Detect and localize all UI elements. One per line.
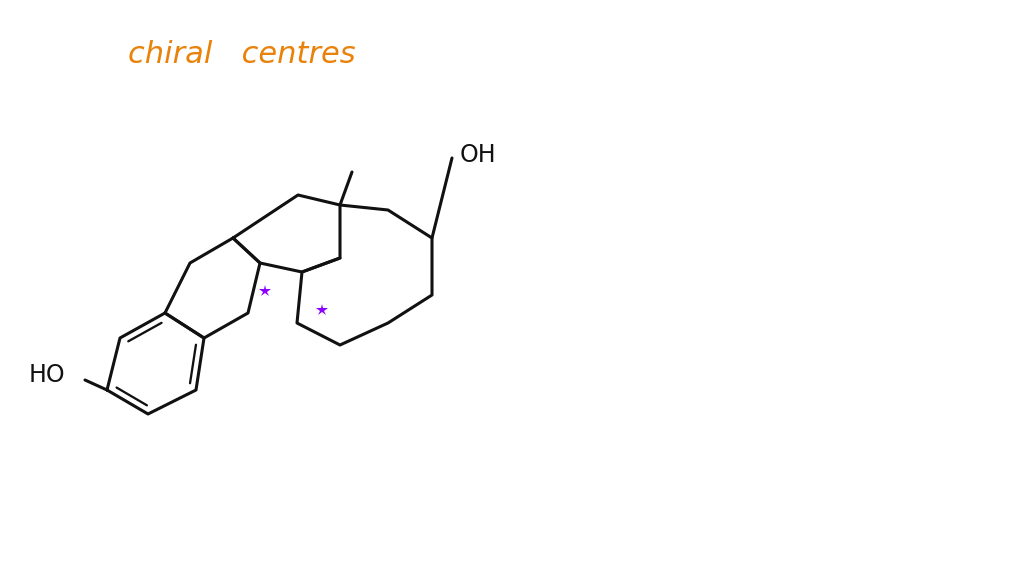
Text: HO: HO (29, 363, 65, 387)
Text: OH: OH (460, 143, 497, 167)
Text: chiral   centres: chiral centres (128, 40, 355, 69)
